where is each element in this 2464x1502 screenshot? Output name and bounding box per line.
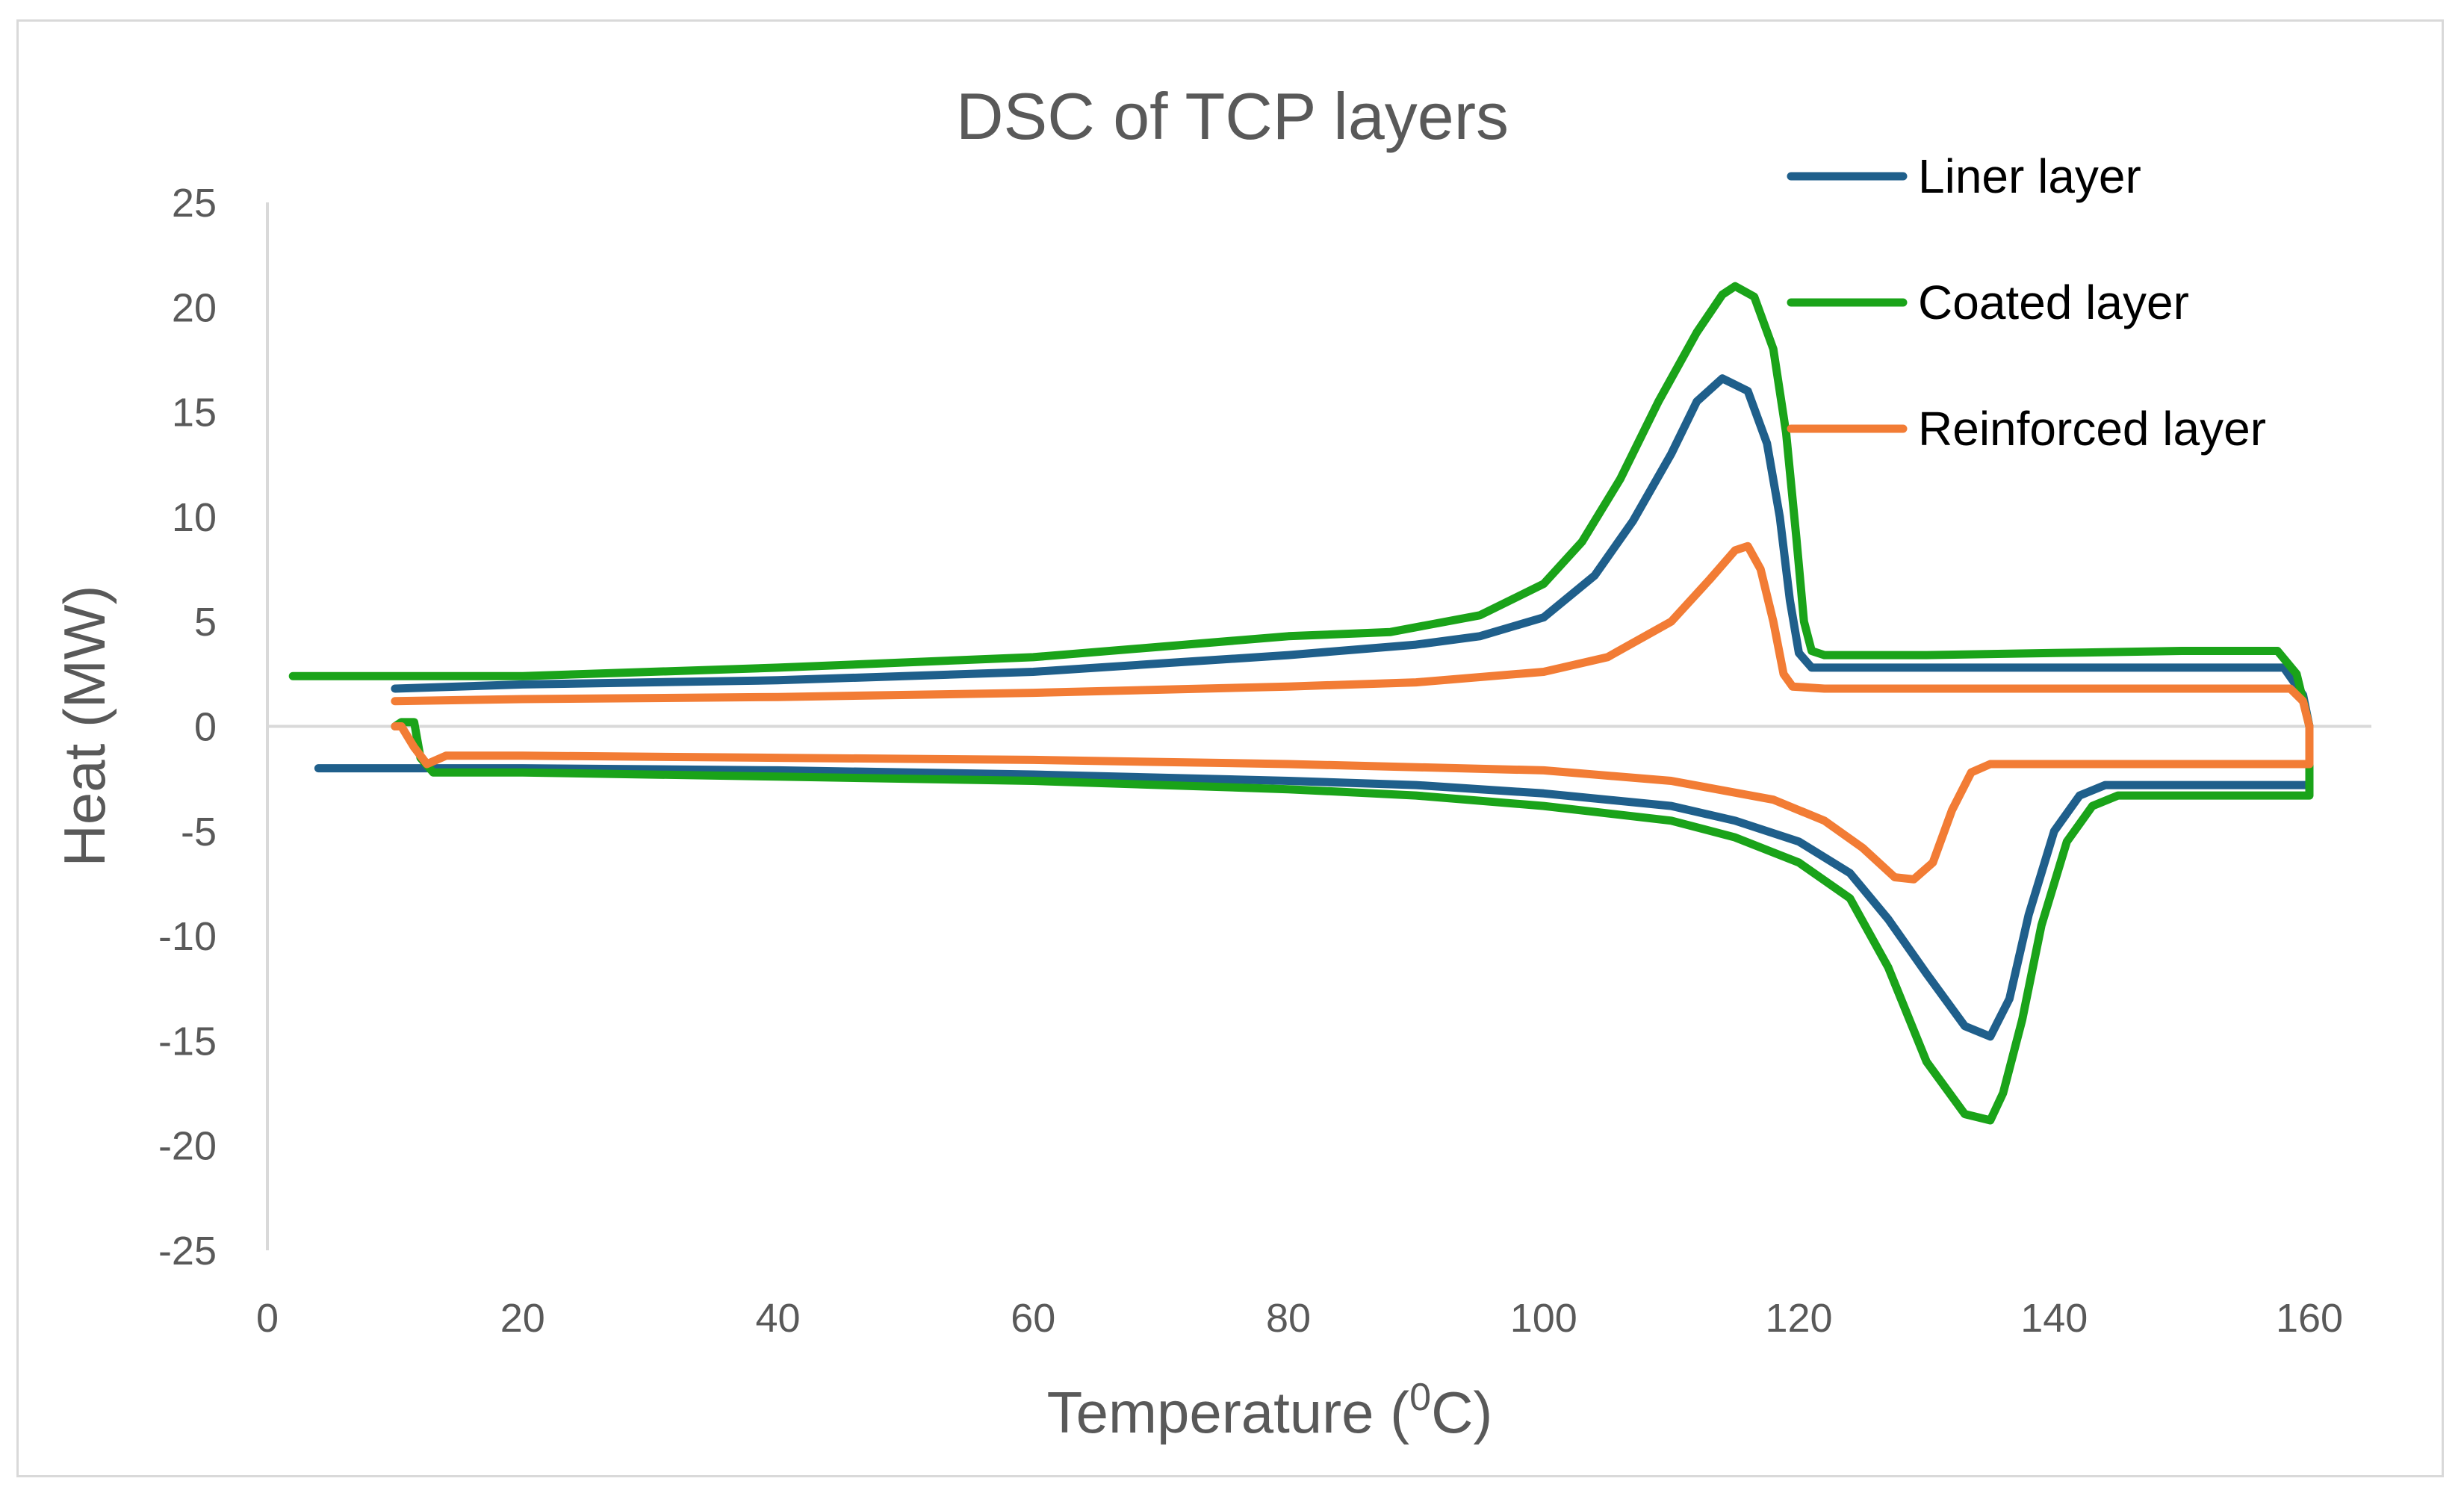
y-tick-label: -20 <box>158 1124 217 1169</box>
x-tick-label: 100 <box>1510 1296 1577 1341</box>
x-tick-label: 0 <box>256 1296 279 1341</box>
y-tick-label: 0 <box>194 705 217 750</box>
x-axis-ticks: 0 20 40 60 80 100 120 140 160 <box>256 1296 2343 1341</box>
y-tick-label: 5 <box>194 600 217 645</box>
legend-label-liner-layer: Liner layer <box>1918 149 2141 203</box>
legend-label-coated-layer: Coated layer <box>1918 276 2189 329</box>
y-tick-label: 20 <box>172 285 217 330</box>
x-tick-label: 160 <box>2276 1296 2343 1341</box>
x-axis-label-end: C) <box>1431 1380 1492 1445</box>
y-tick-label: -15 <box>158 1019 217 1064</box>
series-line-coated-layer-heating <box>288 282 2314 730</box>
x-axis-label-main: Temperature ( <box>1047 1380 1410 1445</box>
y-axis-ticks: 25 20 15 10 5 0 -5 -10 -15 -20 -25 <box>158 181 217 1273</box>
x-tick-label: 60 <box>1011 1296 1055 1341</box>
series-line-liner-layer-heating <box>391 374 2314 730</box>
y-axis-label: Heat (MW) <box>52 586 117 867</box>
x-tick-label: 140 <box>2020 1296 2088 1341</box>
series-group <box>288 282 2314 1125</box>
x-axis-label-superscript: 0 <box>1409 1376 1431 1419</box>
series-line-liner-layer-cooling <box>314 722 2314 1041</box>
series-line-reinforced-layer-heating <box>391 541 2314 730</box>
chart-title: DSC of TCP layers <box>956 79 1509 153</box>
x-tick-label: 40 <box>755 1296 800 1341</box>
x-tick-label: 120 <box>1765 1296 1832 1341</box>
y-tick-label: -25 <box>158 1229 217 1273</box>
x-tick-label: 80 <box>1266 1296 1311 1341</box>
y-tick-label: -5 <box>181 810 217 854</box>
x-axis-label: Temperature (0C) <box>1047 1376 1493 1445</box>
y-tick-label: 15 <box>172 391 217 435</box>
y-tick-label: -10 <box>158 914 217 959</box>
series-line-reinforced-layer-cooling <box>391 722 2314 884</box>
y-tick-label: 10 <box>172 495 217 540</box>
y-tick-label: 25 <box>172 181 217 226</box>
legend: Liner layer Coated layer Reinforced layer <box>1787 149 2266 456</box>
x-tick-label: 20 <box>500 1296 545 1341</box>
legend-label-reinforced-layer: Reinforced layer <box>1918 402 2266 456</box>
series-line-coated-layer-cooling <box>391 718 2314 1125</box>
